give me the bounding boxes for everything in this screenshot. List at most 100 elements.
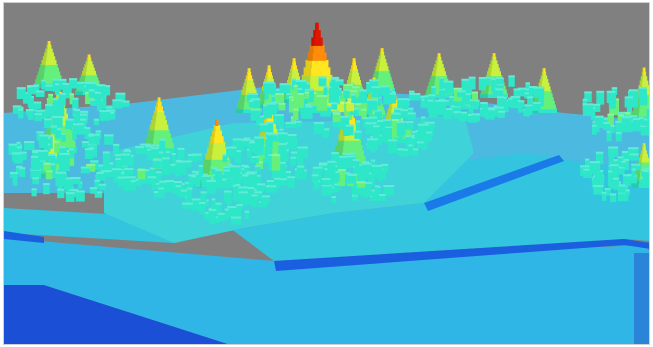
spire-step <box>540 75 548 81</box>
block <box>187 187 193 200</box>
block-top <box>388 139 398 142</box>
block-top <box>405 135 412 138</box>
3d-viewport[interactable] <box>3 2 650 345</box>
block-top <box>451 105 462 108</box>
spire-step-shadow <box>153 110 157 117</box>
block <box>368 172 375 186</box>
block-top <box>226 146 237 149</box>
middle-plate-edge <box>274 239 649 271</box>
block <box>114 168 121 176</box>
spire-step <box>430 74 448 80</box>
block <box>19 167 26 178</box>
spire-step <box>208 141 226 149</box>
block-top <box>232 138 243 141</box>
spire-step-shadow <box>488 67 492 73</box>
spire-step-shadow <box>291 65 293 71</box>
spire-step <box>266 72 272 77</box>
block-top <box>471 113 480 116</box>
block-top <box>442 80 454 83</box>
block-top <box>249 141 256 144</box>
block <box>77 81 87 91</box>
spire-step <box>245 75 253 81</box>
block-top <box>115 92 126 95</box>
block-top <box>343 88 350 91</box>
spire-step-shadow <box>200 170 210 177</box>
block <box>372 125 380 139</box>
block-top <box>628 147 639 150</box>
spire-step-shadow <box>156 101 158 108</box>
block-top <box>172 181 182 184</box>
block-top <box>16 165 23 168</box>
spire-step <box>203 158 231 166</box>
block <box>250 108 261 121</box>
block-top <box>485 76 491 79</box>
spire-step <box>45 48 53 54</box>
block-top <box>158 187 165 190</box>
spire-step <box>311 37 323 46</box>
spire-step <box>541 71 547 77</box>
block-top <box>271 95 277 98</box>
block-top <box>242 139 250 142</box>
block-top <box>238 191 248 194</box>
block <box>608 99 616 109</box>
block <box>606 90 616 104</box>
block <box>44 118 52 129</box>
spire-step-shadow <box>487 71 491 77</box>
block-top <box>346 101 355 104</box>
block-top <box>331 102 338 105</box>
block <box>329 179 339 191</box>
block <box>397 148 403 156</box>
spire-step-shadow <box>542 68 544 73</box>
block <box>369 195 380 202</box>
block <box>485 76 491 86</box>
block <box>41 79 46 90</box>
spire-step-shadow <box>349 72 352 78</box>
spire-step <box>236 108 262 113</box>
spire-step <box>641 71 647 78</box>
block-top <box>223 190 232 193</box>
block-top <box>321 184 332 187</box>
spire-step <box>47 41 51 46</box>
block <box>104 134 114 145</box>
block-top <box>528 86 537 89</box>
block <box>93 118 99 126</box>
block <box>311 174 319 183</box>
spire-step-shadow <box>642 143 644 148</box>
block <box>603 121 610 130</box>
block-top <box>408 90 415 93</box>
block <box>74 108 81 122</box>
spire-step-shadow <box>264 79 267 84</box>
spire-step-shadow <box>75 90 83 95</box>
block-top <box>363 117 371 120</box>
block <box>43 183 50 195</box>
block-top <box>585 158 590 161</box>
block-top <box>276 178 287 181</box>
block <box>32 177 40 185</box>
block-top <box>30 155 41 158</box>
block <box>492 106 504 114</box>
block-top <box>72 123 84 126</box>
block-top <box>397 148 403 151</box>
block <box>22 92 32 104</box>
block-top <box>617 114 625 117</box>
block-top <box>322 128 330 131</box>
block <box>439 76 444 90</box>
block-top <box>90 160 99 163</box>
block <box>297 87 303 97</box>
block-top <box>263 81 275 84</box>
block <box>233 175 241 192</box>
block <box>421 137 428 150</box>
spire-step <box>638 161 649 167</box>
block <box>321 178 331 186</box>
block <box>150 147 159 159</box>
block-top <box>115 158 124 161</box>
block-top <box>256 183 266 186</box>
block-top <box>104 134 114 137</box>
block <box>102 151 110 166</box>
spire-step-shadow <box>79 77 85 82</box>
block-top <box>619 158 630 161</box>
spire-step-shadow <box>240 93 246 99</box>
spire-step-shadow <box>207 147 213 155</box>
spire-step-shadow <box>267 68 269 74</box>
block-top <box>158 151 164 154</box>
